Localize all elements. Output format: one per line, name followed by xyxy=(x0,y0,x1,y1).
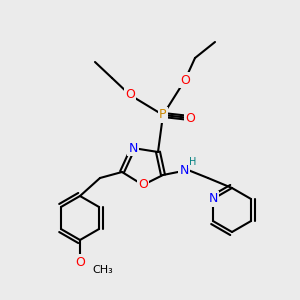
Text: N: N xyxy=(128,142,138,154)
Text: P: P xyxy=(159,109,167,122)
Text: CH₃: CH₃ xyxy=(92,265,113,275)
Text: O: O xyxy=(180,74,190,86)
Text: O: O xyxy=(185,112,195,124)
Text: O: O xyxy=(138,178,148,191)
Text: N: N xyxy=(179,164,189,176)
Text: N: N xyxy=(208,193,218,206)
Text: H: H xyxy=(189,157,197,167)
Text: O: O xyxy=(125,88,135,101)
Text: O: O xyxy=(75,256,85,268)
